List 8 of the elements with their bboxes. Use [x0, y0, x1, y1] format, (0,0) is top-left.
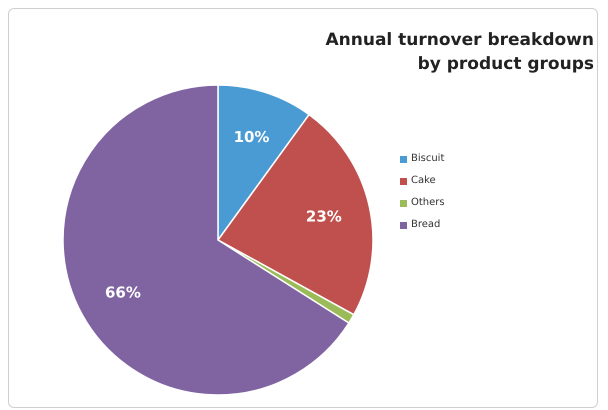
legend-label: Biscuit [411, 152, 444, 166]
data-label: 10% [234, 128, 270, 146]
legend-label: Cake [411, 174, 436, 188]
data-label: 23% [306, 207, 342, 226]
legend-label: Others [411, 196, 445, 210]
legend-label: Bread [411, 218, 440, 232]
chart-title: Annual turnover breakdown by product groups [325, 29, 594, 76]
data-label: 66% [104, 283, 141, 302]
